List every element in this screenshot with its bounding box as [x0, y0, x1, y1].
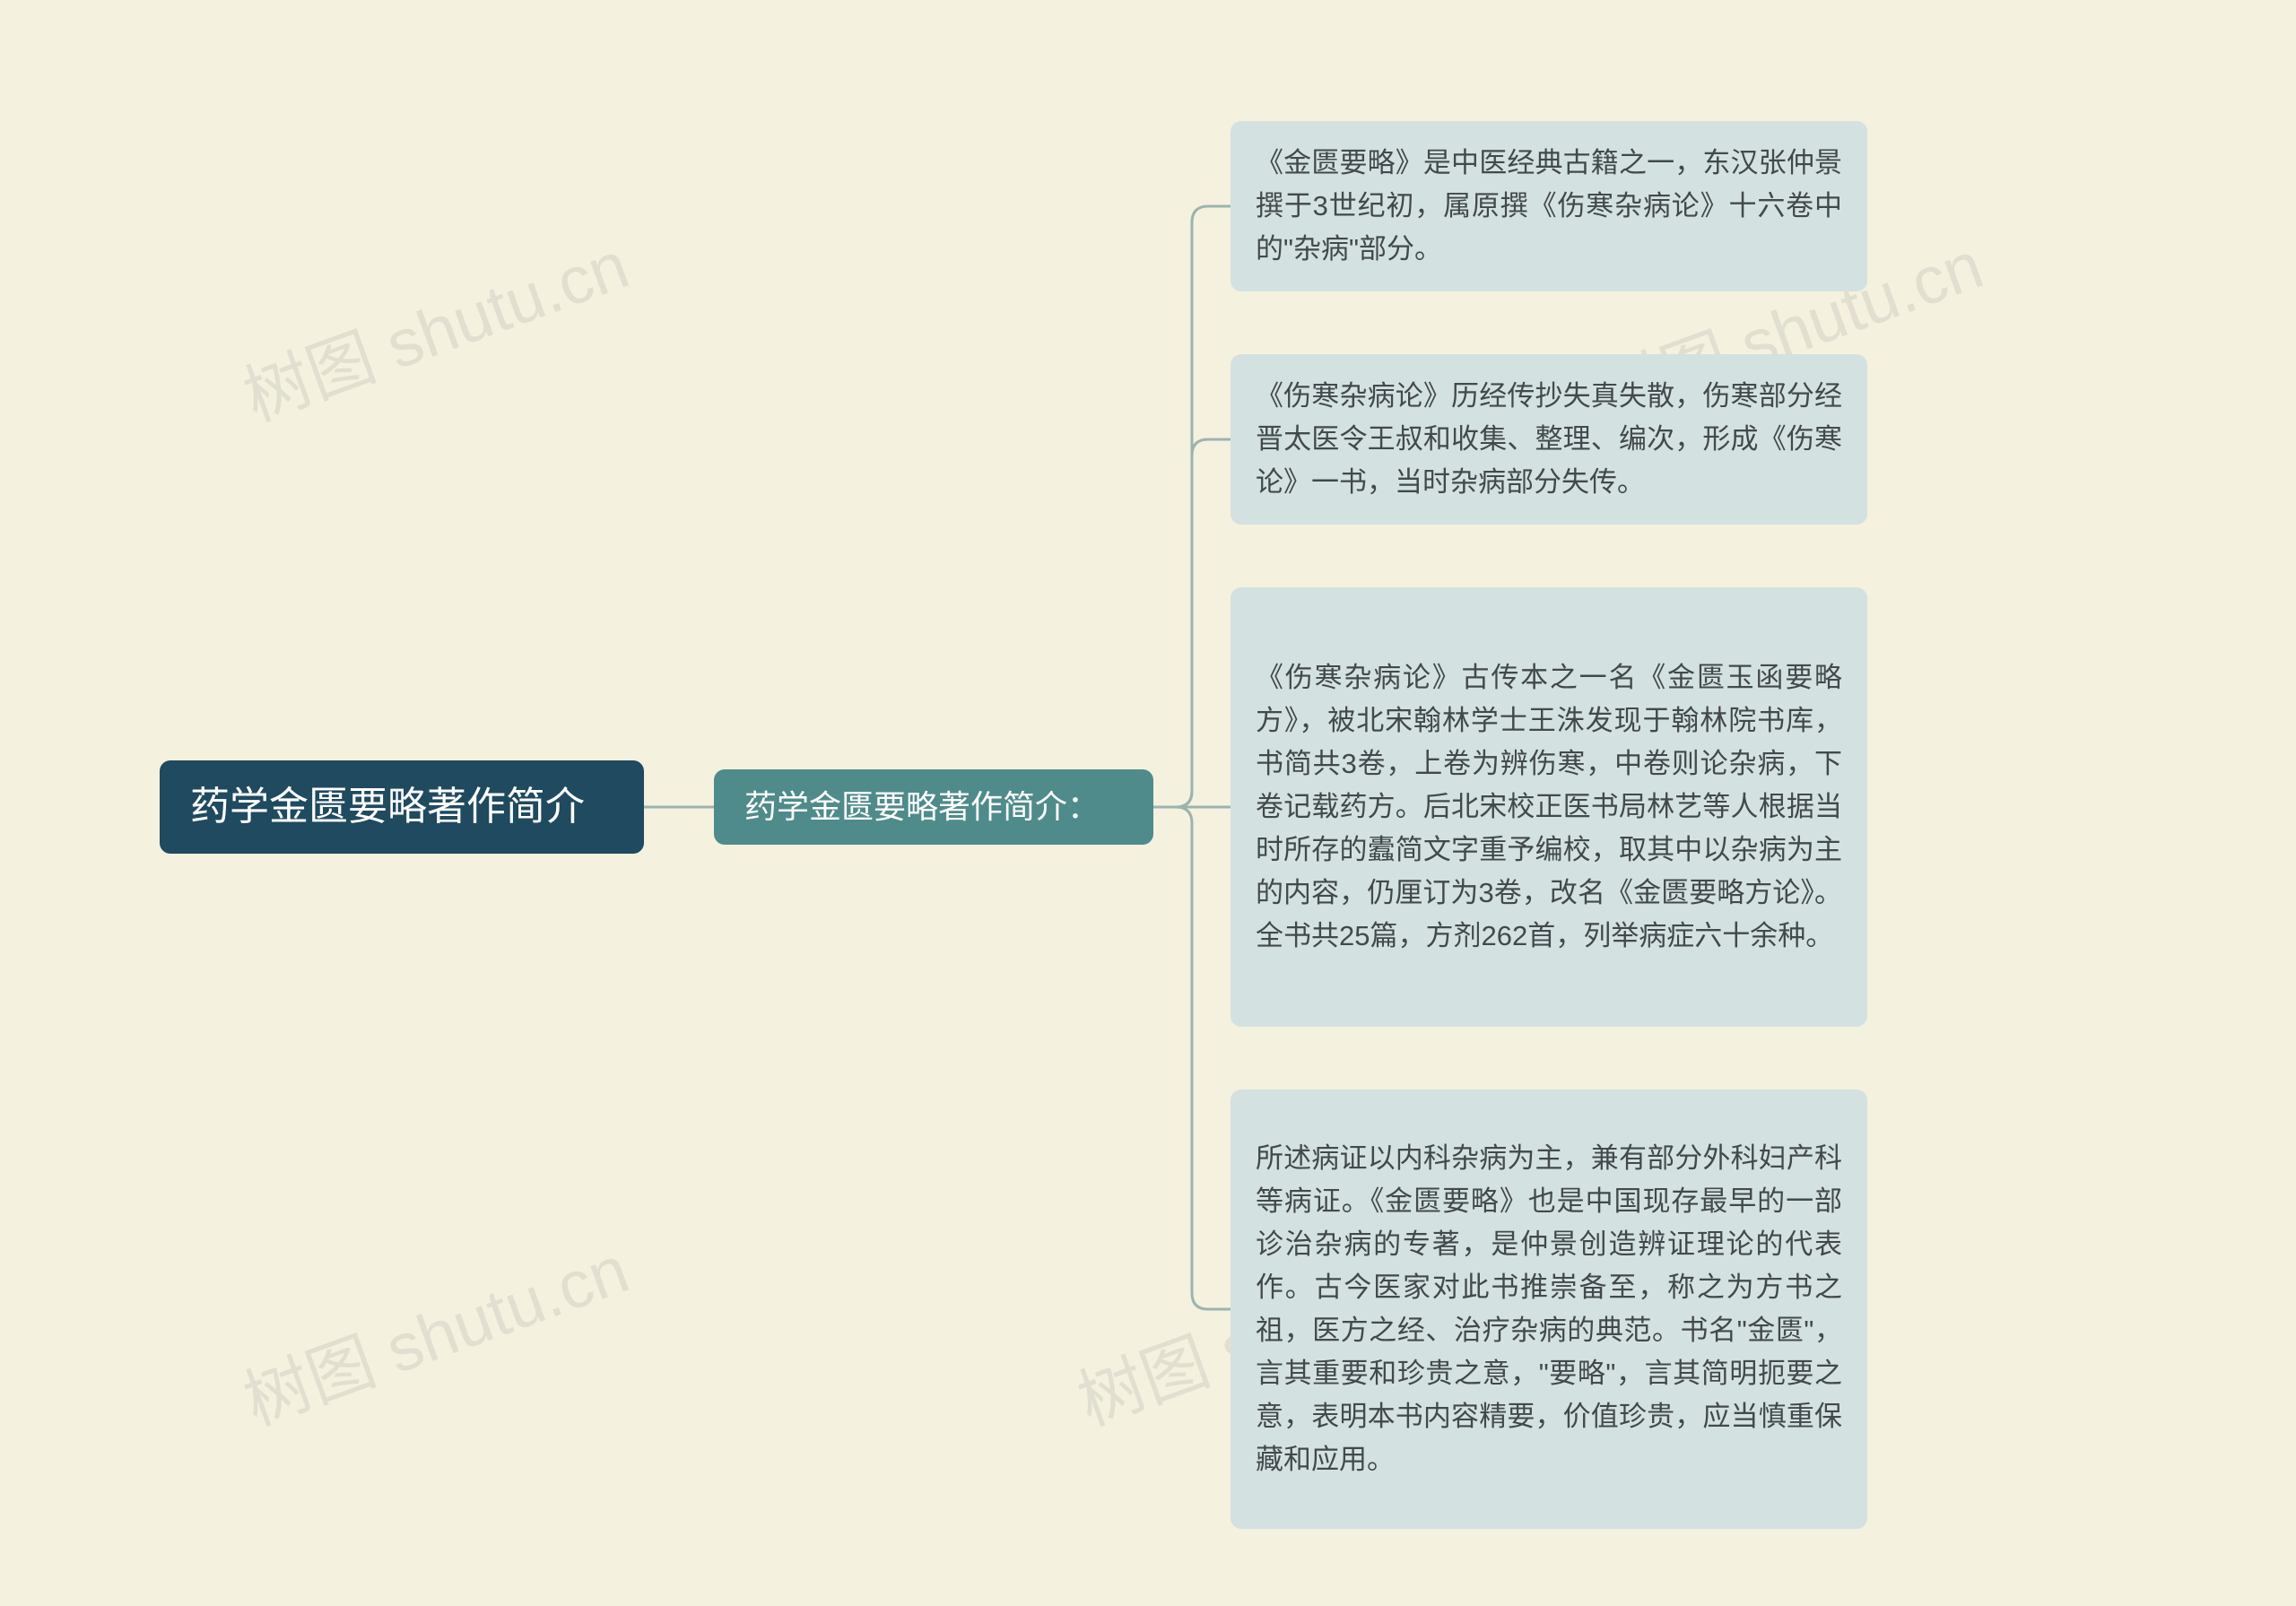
leaf-node[interactable]: 《金匮要略》是中医经典古籍之一，东汉张仲景撰于3世纪初，属原撰《伤寒杂病论》十六…: [1231, 121, 1867, 291]
leaf-text: 《金匮要略》是中医经典古籍之一，东汉张仲景撰于3世纪初，属原撰《伤寒杂病论》十六…: [1256, 142, 1842, 271]
leaf-node[interactable]: 所述病证以内科杂病为主，兼有部分外科妇产科等病证。《金匮要略》也是中国现存最早的…: [1231, 1089, 1867, 1529]
root-node[interactable]: 药学金匮要略著作简介: [160, 760, 644, 854]
watermark: 树图 shutu.cn: [229, 1217, 639, 1445]
leaf-text: 所述病证以内科杂病为主，兼有部分外科妇产科等病证。《金匮要略》也是中国现存最早的…: [1256, 1137, 1842, 1481]
level1-label: 药学金匮要略著作简介：: [744, 781, 1100, 833]
leaf-text: 《伤寒杂病论》历经传抄失真失散，伤寒部分经晋太医令王叔和收集、整理、编次，形成《…: [1256, 375, 1842, 504]
level1-node[interactable]: 药学金匮要略著作简介：: [714, 769, 1153, 845]
leaf-node[interactable]: 《伤寒杂病论》古传本之一名《金匮玉函要略方》，被北宋翰林学士王洙发现于翰林院书库…: [1231, 587, 1867, 1027]
watermark: 树图 shutu.cn: [229, 213, 639, 440]
leaf-text: 《伤寒杂病论》古传本之一名《金匮玉函要略方》，被北宋翰林学士王洙发现于翰林院书库…: [1256, 656, 1842, 958]
mindmap-canvas: 树图 shutu.cn树图 shutu.cn树图 shutu.cn树图 shut…: [0, 0, 2296, 1606]
leaf-node[interactable]: 《伤寒杂病论》历经传抄失真失散，伤寒部分经晋太医令王叔和收集、整理、编次，形成《…: [1231, 354, 1867, 525]
root-label: 药学金匮要略著作简介: [190, 776, 585, 838]
